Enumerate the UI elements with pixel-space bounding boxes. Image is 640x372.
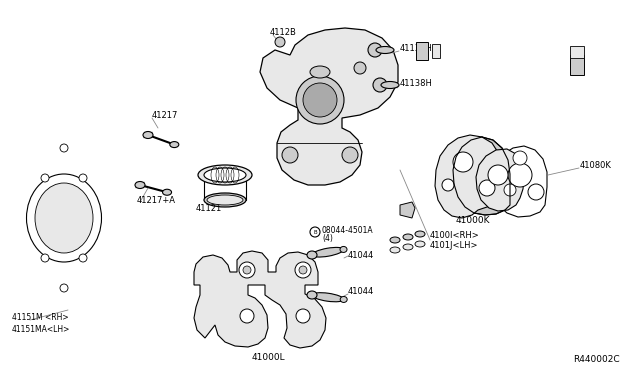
Circle shape [41,174,49,182]
Polygon shape [476,149,524,211]
Circle shape [373,78,387,92]
Text: 08044-4501A: 08044-4501A [322,225,374,234]
Ellipse shape [403,244,413,250]
Polygon shape [400,202,415,218]
Text: 41217: 41217 [152,110,179,119]
Ellipse shape [26,174,102,262]
Ellipse shape [390,237,400,243]
Circle shape [296,76,344,124]
Polygon shape [492,146,547,217]
Text: 41138H: 41138H [400,44,433,52]
Ellipse shape [307,251,317,259]
Polygon shape [453,137,510,215]
Bar [432,44,440,58]
Text: 41217+A: 41217+A [137,196,176,205]
Polygon shape [435,135,502,218]
Polygon shape [14,105,115,365]
Text: 41151MA<LH>: 41151MA<LH> [12,326,70,334]
Circle shape [282,147,298,163]
Circle shape [275,37,285,47]
Ellipse shape [415,231,425,237]
Circle shape [296,309,310,323]
Bar [570,55,584,75]
Circle shape [243,266,251,274]
Ellipse shape [381,81,399,89]
Ellipse shape [403,234,413,240]
Circle shape [239,262,255,278]
Bar [570,46,584,58]
Text: 4101J<LH>: 4101J<LH> [430,241,479,250]
Circle shape [79,174,87,182]
Text: 4100I<RH>: 4100I<RH> [430,231,480,240]
Circle shape [79,254,87,262]
Bar [392,142,620,344]
Circle shape [60,284,68,292]
Circle shape [299,266,307,274]
Text: 41151M <RH>: 41151M <RH> [12,314,68,323]
Ellipse shape [35,183,93,253]
Circle shape [60,144,68,152]
Circle shape [41,254,49,262]
Ellipse shape [340,246,347,253]
Ellipse shape [340,296,347,302]
Circle shape [479,180,495,196]
Polygon shape [194,251,326,348]
Circle shape [508,163,532,187]
Text: 41000K: 41000K [456,215,490,224]
Ellipse shape [310,66,330,78]
Circle shape [504,184,516,196]
Text: 41080K: 41080K [580,160,612,170]
Ellipse shape [207,195,243,205]
Text: R440002C: R440002C [573,356,620,365]
Polygon shape [260,28,398,185]
Circle shape [240,309,254,323]
Ellipse shape [198,165,252,185]
Bar [416,42,428,60]
Ellipse shape [143,131,153,138]
Ellipse shape [204,193,246,207]
Circle shape [354,62,366,74]
Ellipse shape [312,293,344,302]
Text: 4112B: 4112B [270,28,297,36]
Text: 41138H: 41138H [400,78,433,87]
Ellipse shape [135,182,145,189]
Text: 41121: 41121 [196,203,222,212]
Circle shape [368,43,382,57]
Text: B: B [313,230,317,234]
Text: (4): (4) [322,234,333,243]
Ellipse shape [204,168,246,182]
Circle shape [342,147,358,163]
Circle shape [303,83,337,117]
Circle shape [513,151,527,165]
Text: 41000L: 41000L [251,353,285,362]
Text: 41044: 41044 [348,288,374,296]
Ellipse shape [163,189,172,195]
Ellipse shape [376,46,394,54]
Circle shape [528,184,544,200]
Bar [118,20,418,350]
Text: 41044: 41044 [348,250,374,260]
Ellipse shape [415,241,425,247]
Ellipse shape [312,247,344,257]
Ellipse shape [307,291,317,299]
Circle shape [295,262,311,278]
Circle shape [453,152,473,172]
Circle shape [488,165,508,185]
Circle shape [442,179,454,191]
Ellipse shape [390,247,400,253]
Ellipse shape [170,142,179,148]
